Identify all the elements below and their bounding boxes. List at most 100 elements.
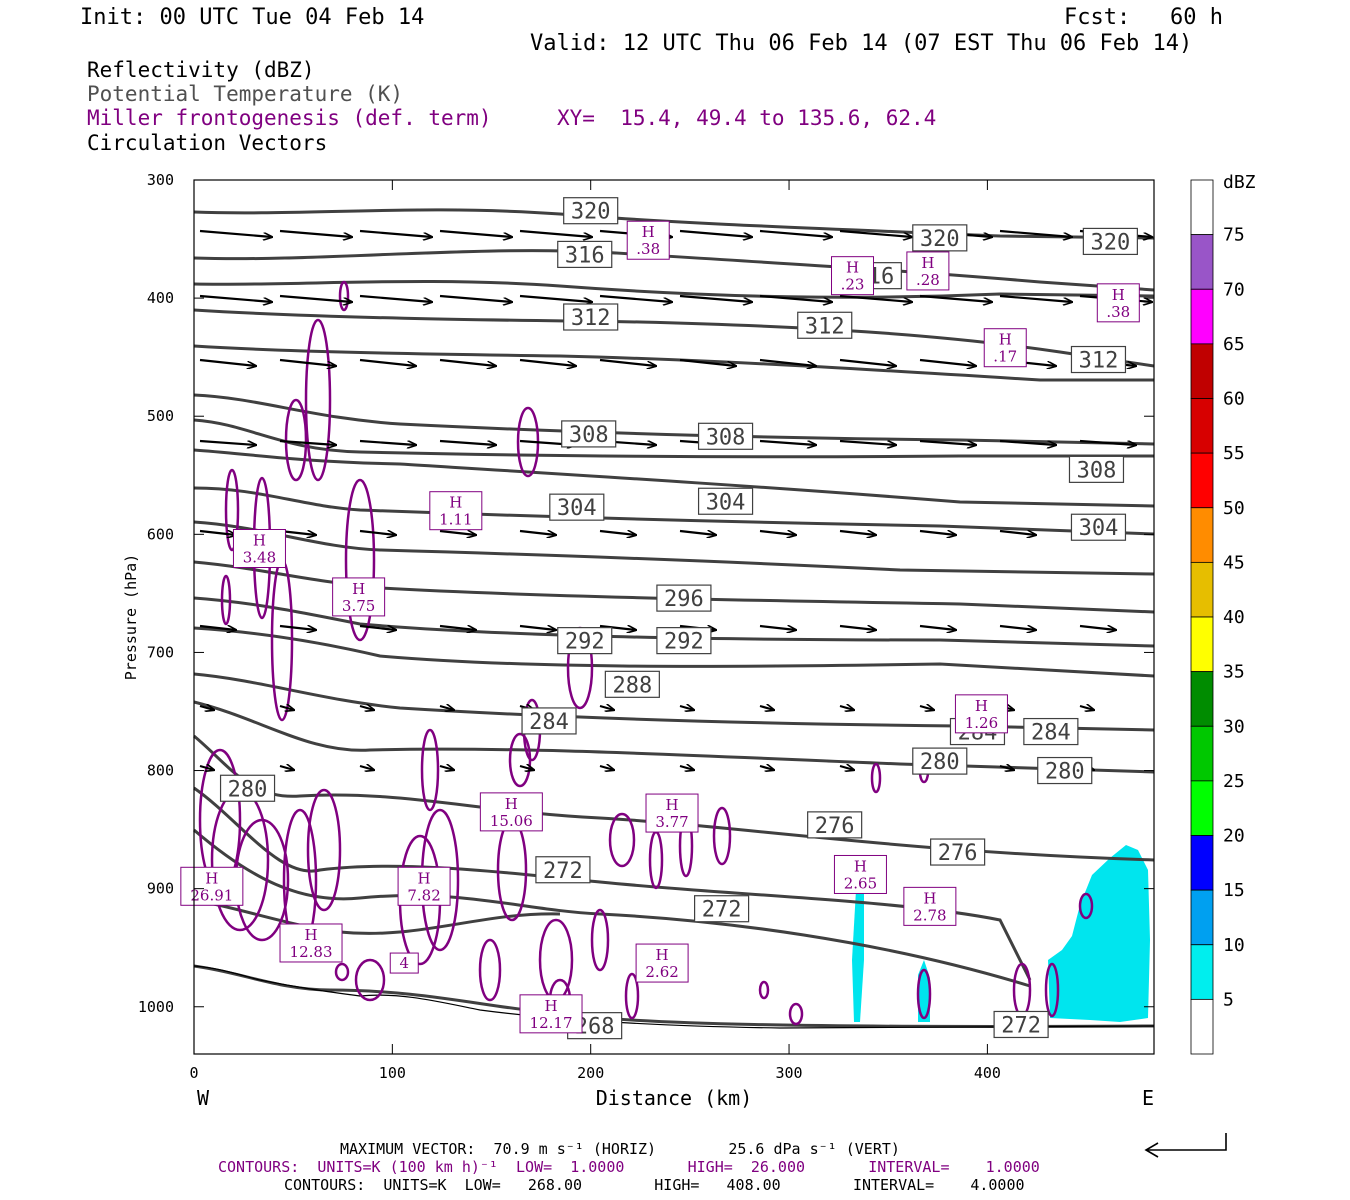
footer-fronto-contours: CONTOURS: UNITS=K (100 km h)⁻¹ LOW= 1.00… bbox=[218, 1158, 1040, 1176]
fronto-max-value: 4 bbox=[399, 954, 409, 972]
theta-label-box bbox=[694, 895, 750, 923]
fronto-max-value: 3.75 bbox=[342, 597, 375, 615]
theta-contour bbox=[193, 626, 1155, 678]
circulation-vector bbox=[279, 294, 352, 302]
fronto-max-value: 26.91 bbox=[190, 886, 233, 904]
colorbar-label: 20 bbox=[1223, 826, 1245, 847]
circulation-vector bbox=[839, 706, 854, 710]
frontogenesis-contour bbox=[284, 398, 308, 482]
circulation-vector bbox=[839, 229, 912, 237]
circulation-vector bbox=[199, 358, 256, 366]
fronto-max-value: 7.82 bbox=[407, 886, 440, 904]
circulation-vector bbox=[359, 706, 374, 710]
frontogenesis-contour bbox=[224, 468, 240, 552]
circulation-vector bbox=[839, 766, 854, 770]
fronto-max-box bbox=[279, 923, 343, 963]
theta-label-box bbox=[1070, 513, 1127, 541]
fronto-max-letter: H bbox=[975, 697, 988, 715]
frontogenesis-contour bbox=[648, 830, 664, 890]
circulation-vector bbox=[759, 358, 816, 366]
fronto-max-letter: H bbox=[449, 494, 462, 512]
theta-label: 312 bbox=[805, 314, 845, 339]
circulation-vector bbox=[279, 766, 294, 770]
fronto-max-letter: H bbox=[921, 254, 934, 272]
legend-xy: XY= 15.4, 49.4 to 135.6, 62.4 bbox=[557, 106, 937, 130]
circulation-vector bbox=[199, 624, 236, 630]
colorbar-segment bbox=[1190, 507, 1214, 563]
theta-label: 308 bbox=[706, 425, 746, 450]
fronto-max-box bbox=[954, 694, 1008, 734]
y-axis-label: Pressure (hPa) bbox=[122, 554, 140, 680]
circulation-vector bbox=[359, 529, 396, 535]
y-tick-label: 300 bbox=[147, 171, 174, 189]
fronto-max-value: 12.83 bbox=[290, 943, 333, 961]
fronto-max-box bbox=[429, 491, 483, 531]
fronto-max-value: 3.48 bbox=[243, 548, 276, 566]
circulation-vector bbox=[279, 706, 294, 710]
fronto-max-value: 1.11 bbox=[439, 511, 472, 529]
circulation-vector bbox=[359, 229, 432, 237]
fronto-max-box bbox=[397, 866, 451, 906]
fronto-max-value: .17 bbox=[993, 348, 1017, 366]
colorbar-segment bbox=[1190, 725, 1214, 782]
circulation-vector bbox=[999, 766, 1014, 770]
theta-label-box bbox=[557, 627, 613, 655]
colorbar-label: 30 bbox=[1223, 716, 1245, 737]
circulation-vector bbox=[599, 706, 614, 710]
circulation-vector bbox=[839, 358, 896, 366]
frontogenesis-contour bbox=[334, 962, 350, 982]
frontogenesis-contour bbox=[338, 280, 350, 312]
frontogenesis-contour bbox=[712, 806, 732, 866]
circulation-vector bbox=[359, 358, 416, 366]
theta-label: 292 bbox=[565, 630, 605, 655]
colorbar-label: 45 bbox=[1223, 552, 1245, 573]
theta-label-box bbox=[1068, 455, 1125, 483]
theta-label: 308 bbox=[569, 423, 609, 448]
fronto-max-letter: H bbox=[1112, 286, 1125, 304]
y-tick-label: 600 bbox=[147, 525, 174, 543]
fronto-max-letter: H bbox=[923, 889, 936, 907]
frontogenesis-contour bbox=[608, 812, 636, 868]
fronto-max-box bbox=[519, 994, 583, 1034]
theta-label-box bbox=[656, 627, 712, 655]
theta-label: 304 bbox=[1079, 516, 1119, 541]
theta-label: 312 bbox=[1079, 349, 1119, 374]
circulation-vector bbox=[679, 358, 736, 366]
frontogenesis-contour bbox=[1012, 962, 1032, 1018]
x-tick-label: 100 bbox=[379, 1064, 406, 1082]
reflectivity-area bbox=[1048, 845, 1150, 1022]
theta-label: 272 bbox=[1001, 1013, 1041, 1038]
fronto-max-letter: H bbox=[205, 869, 218, 887]
frontogenesis-contour bbox=[220, 574, 232, 626]
theta-label: 296 bbox=[664, 587, 704, 612]
circulation-vector bbox=[279, 529, 316, 535]
circulation-vector bbox=[359, 624, 396, 630]
circulation-vector bbox=[1079, 706, 1094, 710]
theta-contour bbox=[193, 672, 1155, 732]
fronto-max-letter: H bbox=[642, 223, 655, 241]
fronto-max-letter: H bbox=[352, 580, 365, 598]
circulation-vector bbox=[599, 294, 672, 302]
legend-vectors: Circulation Vectors bbox=[87, 131, 328, 155]
fronto-max-box bbox=[479, 792, 543, 832]
colorbar-label: 5 bbox=[1223, 989, 1234, 1010]
legend-frontogenesis: Miller frontogenesis (def. term) bbox=[87, 106, 492, 130]
x-axis-label: Distance (km) bbox=[596, 1086, 753, 1110]
init-time: Init: 00 UTC Tue 04 Feb 14 bbox=[80, 5, 425, 30]
theta-label-box bbox=[912, 224, 968, 252]
frontogenesis-contour bbox=[870, 762, 882, 794]
axis-layer: 300 400 500 600 700 800 900 1000 0 100 200 300 400 bbox=[138, 171, 1154, 1082]
theta-contour bbox=[193, 308, 1155, 368]
y-tick-label: 1000 bbox=[138, 998, 174, 1016]
fronto-max-value: .28 bbox=[916, 271, 940, 289]
plot-frame bbox=[193, 179, 1155, 1055]
circulation-vector bbox=[519, 529, 556, 535]
theta-label: 308 bbox=[1077, 458, 1117, 483]
theta-label: 292 bbox=[664, 630, 704, 655]
colorbar-segment bbox=[1190, 944, 1214, 1000]
circulation-vector bbox=[279, 624, 316, 630]
colorbar-segment bbox=[1190, 780, 1214, 836]
circulation-vector bbox=[359, 294, 432, 302]
y-tick-label: 500 bbox=[147, 407, 174, 425]
footer-max-vector: MAXIMUM VECTOR: 70.9 m s⁻¹ (HORIZ) 25.6 … bbox=[340, 1140, 900, 1158]
